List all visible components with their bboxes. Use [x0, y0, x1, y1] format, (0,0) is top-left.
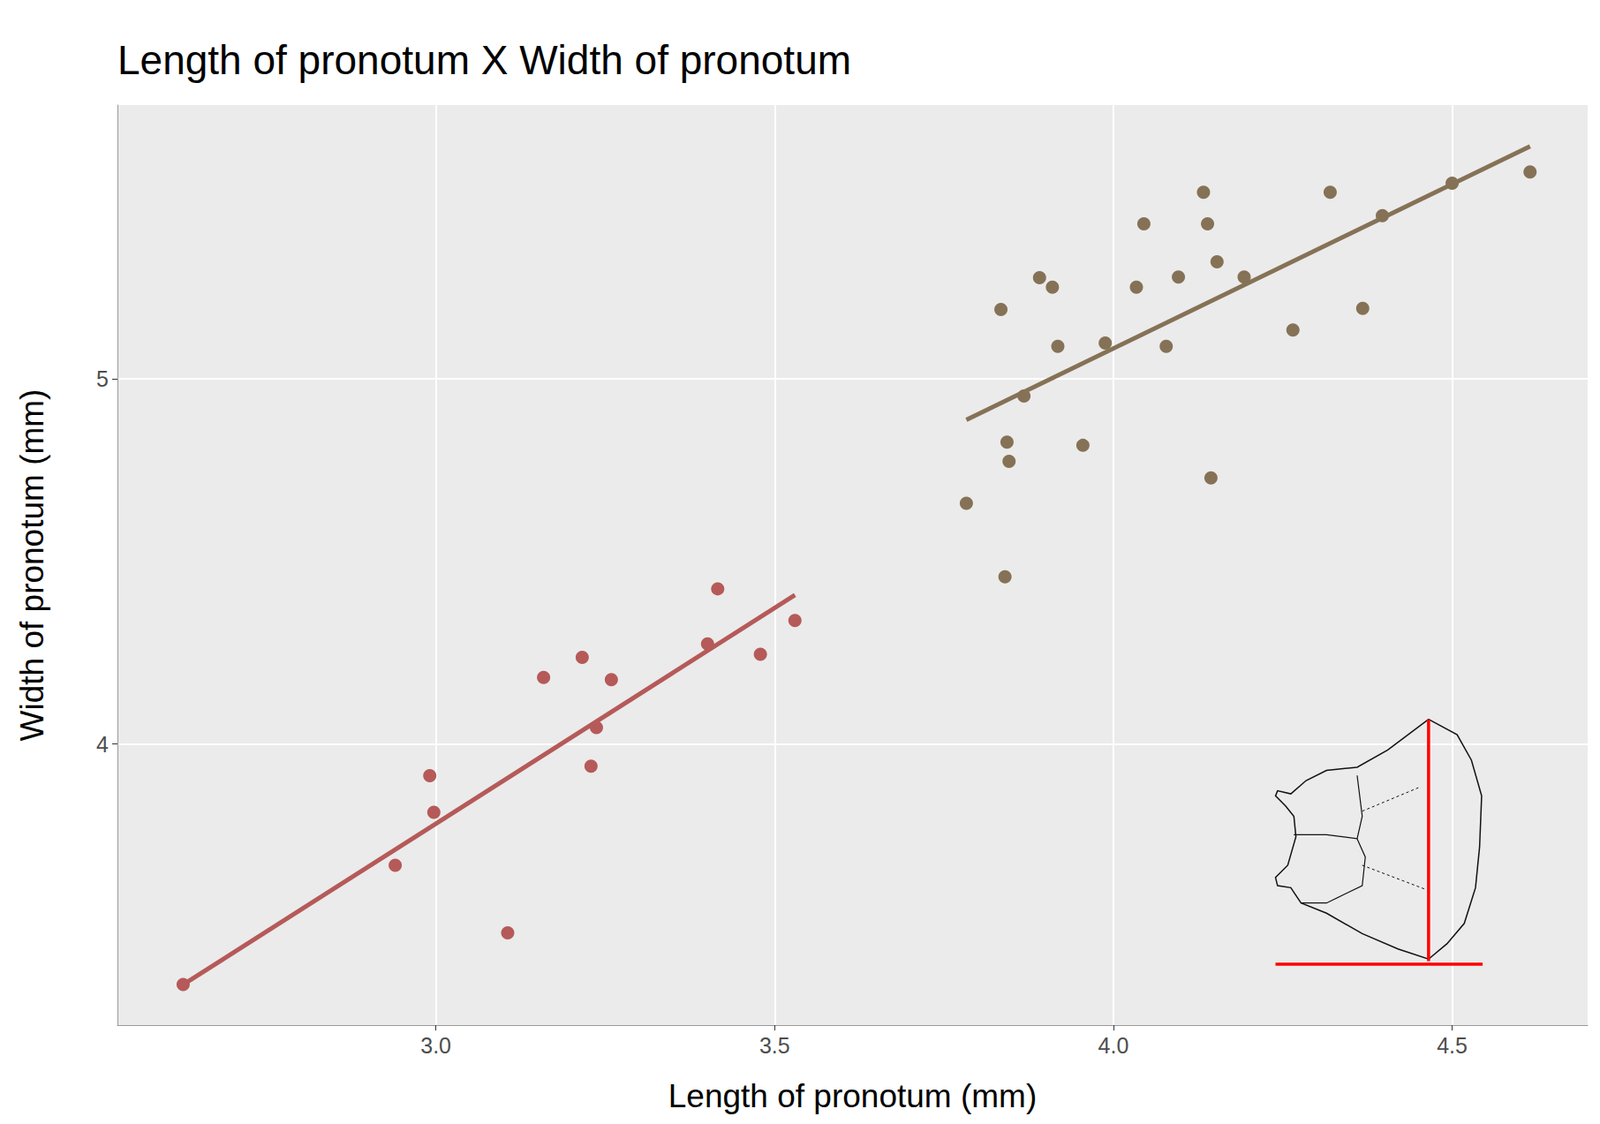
- svg-text:4: 4: [96, 732, 109, 757]
- svg-text:5: 5: [96, 366, 109, 392]
- svg-text:3.0: 3.0: [420, 1033, 452, 1058]
- svg-text:Length of pronotum X Width of: Length of pronotum X Width of pronotum: [117, 37, 852, 84]
- svg-text:Length of pronotum (mm): Length of pronotum (mm): [668, 1078, 1037, 1115]
- svg-text:Width of pronotum (mm): Width of pronotum (mm): [14, 389, 51, 742]
- svg-text:3.5: 3.5: [759, 1033, 791, 1058]
- svg-text:4.0: 4.0: [1098, 1033, 1130, 1058]
- svg-text:4.5: 4.5: [1436, 1033, 1468, 1058]
